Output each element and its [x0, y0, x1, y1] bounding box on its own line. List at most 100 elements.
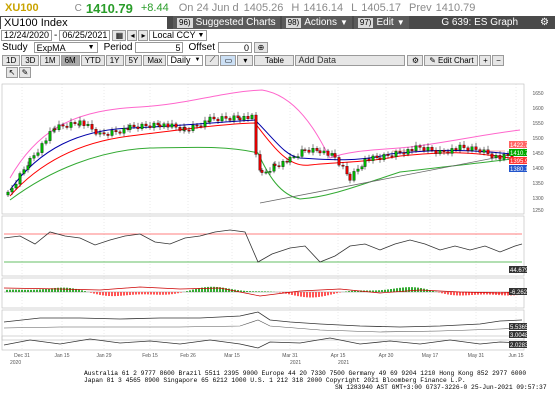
candle — [110, 130, 114, 136]
histogram-bar — [192, 289, 194, 292]
candle — [140, 123, 144, 129]
candle — [148, 125, 152, 128]
gear-icon[interactable]: ⚙ — [540, 17, 549, 28]
histogram-bar — [396, 288, 398, 292]
y-tick-label: 1650 — [532, 91, 543, 97]
candle — [281, 160, 285, 167]
histogram-bar — [414, 287, 416, 292]
histogram-bar — [222, 287, 224, 292]
edit-chart-button[interactable]: ✎ Edit Chart — [424, 54, 479, 66]
candle — [152, 122, 156, 128]
right-tag-2: 1410.79 — [510, 151, 532, 157]
candle — [360, 166, 364, 170]
y-tick-label: 1350 — [532, 181, 543, 187]
candle — [203, 120, 207, 127]
candle — [156, 122, 160, 126]
settings-icon[interactable]: ⚙ — [407, 54, 424, 66]
study-select[interactable]: ExpMA ▼ — [33, 42, 98, 53]
period-3d[interactable]: 3D — [21, 54, 40, 66]
histogram-bar — [327, 292, 329, 296]
actions-button[interactable]: 98) Actions ▼ — [281, 16, 352, 29]
histogram-bar — [345, 291, 347, 292]
histogram-bar — [486, 292, 488, 295]
suggested-charts-button[interactable]: 96) Suggested Charts — [173, 16, 280, 29]
frequency-select[interactable]: Daily ▼ — [167, 54, 204, 66]
histogram-bar — [204, 287, 206, 292]
currency-select[interactable]: Local CCY ▼ — [149, 29, 208, 41]
histogram-bar — [147, 292, 149, 295]
histogram-bar — [201, 287, 203, 292]
histogram-bar — [189, 290, 191, 292]
footer-line-3: SN 1283940 AST GMT+3:00 G737-3226-0 25-J… — [335, 384, 547, 391]
candle — [268, 171, 272, 173]
candle — [57, 124, 61, 130]
histogram-bar — [453, 292, 455, 296]
chart-type-icon[interactable]: ▭ — [220, 54, 237, 66]
histogram-bar — [504, 292, 506, 296]
histogram-bar — [216, 286, 218, 292]
period-1d[interactable]: 1D — [2, 54, 21, 66]
candle — [238, 117, 242, 121]
histogram-bar — [141, 292, 143, 295]
study-value: ExpMA — [36, 42, 66, 53]
candle — [303, 149, 307, 151]
candle — [438, 150, 442, 154]
histogram-bar — [366, 290, 368, 292]
histogram-bar — [321, 292, 323, 297]
range-dash: - — [54, 29, 58, 41]
start-date-field[interactable]: 12/24/2020 — [1, 29, 53, 41]
price-chart[interactable]: 1422.79 1410.79 1395.95 1380.10 1650 1600… — [0, 79, 555, 400]
candle — [178, 127, 182, 131]
histogram-bar — [108, 292, 110, 297]
edit-button[interactable]: 97) Edit ▼ — [353, 16, 409, 29]
candle — [216, 118, 220, 122]
period-field[interactable]: 5 — [135, 42, 184, 53]
histogram-bar — [375, 290, 377, 292]
calendar-icon[interactable]: ▦ — [112, 29, 127, 41]
histogram-bar — [117, 292, 119, 296]
candle — [386, 154, 390, 156]
histogram-bar — [477, 292, 479, 295]
period-max[interactable]: Max — [143, 54, 167, 66]
period-1y[interactable]: 1Y — [105, 54, 124, 66]
end-date-field[interactable]: 06/25/2021 — [59, 29, 111, 41]
pointer-tool-icon[interactable]: ↖ — [6, 67, 18, 78]
histogram-bar — [42, 289, 44, 292]
histogram-bar — [264, 291, 266, 292]
candle — [398, 151, 402, 153]
table-button[interactable]: Table — [254, 54, 295, 66]
chart-option-icon[interactable]: ▾ — [237, 54, 254, 66]
histogram-bar — [102, 292, 104, 296]
chevron-right-icon[interactable]: ▸ — [138, 29, 149, 41]
zoom-in-icon[interactable]: + — [479, 54, 492, 66]
candle — [26, 165, 30, 170]
add-data-input[interactable]: Add Data — [295, 54, 406, 66]
add-study-icon[interactable]: ⊕ — [253, 42, 268, 53]
candle — [220, 116, 224, 122]
histogram-bar — [60, 287, 62, 292]
histogram-bar — [228, 288, 230, 292]
candle — [378, 157, 382, 160]
security-field[interactable]: XU100 Index — [1, 16, 167, 29]
candle — [102, 132, 106, 135]
panel5-line — [3, 337, 523, 349]
candle — [506, 154, 510, 156]
histogram-bar — [279, 292, 281, 293]
candle — [418, 145, 422, 148]
period-5y[interactable]: 5Y — [124, 54, 143, 66]
period-ytd[interactable]: YTD — [80, 54, 105, 66]
candle — [422, 147, 426, 151]
chevron-left-icon[interactable]: ◂ — [127, 29, 138, 41]
candle — [466, 147, 470, 151]
offset-field[interactable]: 0 — [217, 42, 252, 53]
zoom-out-icon[interactable]: − — [492, 54, 505, 66]
candle — [106, 133, 110, 136]
histogram-bar — [171, 292, 173, 295]
draw-tool-icon[interactable]: ✎ — [19, 67, 31, 78]
period-6m[interactable]: 6M — [60, 54, 80, 66]
period-1m[interactable]: 1M — [40, 54, 60, 66]
candle — [118, 131, 122, 134]
x-tick-label: Mar 31 — [282, 353, 298, 359]
chart-line-icon[interactable]: ⟋ — [205, 54, 220, 66]
currency-value: Local CCY — [152, 30, 196, 40]
